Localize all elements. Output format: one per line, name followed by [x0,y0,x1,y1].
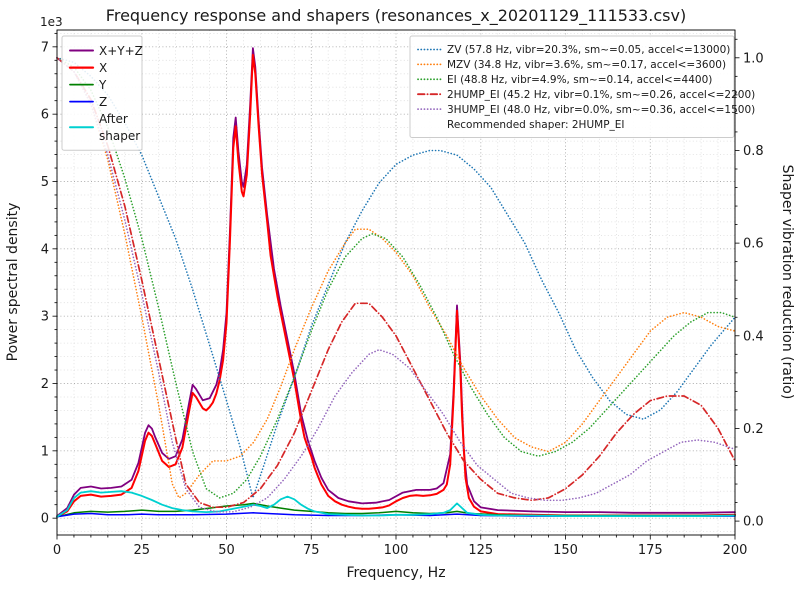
legend-recommended-label: Recommended shaper: 2HUMP_EI [447,119,625,131]
series-2hump-ei [56,56,736,509]
legend-label: X+Y+Z [99,44,143,58]
x-axis-label: Frequency, Hz [346,565,445,581]
y-left-tick-label: 7 [41,40,49,55]
legend-label: shaper [99,129,140,143]
y-left-tick-label: 5 [41,175,49,190]
x-tick-label: 25 [133,543,150,558]
plot-area: 0 25 50 75 100 125 150 175 200 0 1 2 3 4 5 6 7 0.0 0.2 0.4 0… [41,29,764,558]
series-mzv [56,57,736,499]
x-tick-label: 125 [468,543,493,558]
legend-label: ZV (57.8 Hz, vibr=20.3%, sm~=0.05, accel… [447,44,730,56]
series-zv [56,57,736,499]
legend-label: Y [98,78,107,92]
y-left-tick-label: 2 [41,377,49,392]
legend-label: 2HUMP_EI (45.2 Hz, vibr=0.1%, sm~=0.26, … [447,89,755,101]
y-axis-offset-label: 1e3 [40,15,63,29]
y-left-tick-label: 4 [41,242,49,257]
chart-title: Frequency response and shapers (resonanc… [106,6,686,26]
series-after-shaper [56,490,736,518]
legend-label: 3HUMP_EI (48.0 Hz, vibr=0.0%, sm~=0.36, … [447,104,755,116]
x-tick-label: 50 [218,543,235,558]
x-tick-label: 0 [53,543,61,558]
y-left-tick-label: 0 [41,512,49,527]
y-left-tick-label: 6 [41,108,49,123]
y-right-tick-label: 0.4 [743,329,764,344]
x-tick-label: 75 [303,543,320,558]
axes: 0 25 50 75 100 125 150 175 200 0 1 2 3 4 5 6 7 0.0 0.2 0.4 0… [41,29,764,558]
legend-shapers: ZV (57.8 Hz, vibr=20.3%, sm~=0.05, accel… [409,35,755,138]
legend-label: Z [99,95,107,109]
legend-label: EI (48.8 Hz, vibr=4.9%, sm~=0.14, accel<… [447,74,712,86]
y-right-tick-label: 0.8 [743,144,764,159]
y-right-tick-label: 1.0 [743,51,764,66]
x-tick-label: 200 [723,543,748,558]
legend-label: After [99,112,128,126]
legend-label: MZV (34.8 Hz, vibr=3.6%, sm~=0.17, accel… [447,59,726,71]
y-axis-right-label: Shaper vibration reduction (ratio) [779,165,795,400]
y-axis-left-label: Power spectral density [5,203,21,362]
series-x [56,53,736,518]
x-tick-label: 150 [553,543,578,558]
y-right-tick-label: 0.0 [743,515,764,530]
legend-label: X [99,61,107,75]
y-left-tick-label: 3 [41,310,49,325]
series-curves [56,47,736,518]
x-tick-label: 100 [384,543,409,558]
series-ei [56,57,736,499]
y-right-tick-label: 0.2 [743,422,764,437]
legend-psd: X+Y+Z XYZ After shaper [61,35,143,151]
legend-shapers-box [409,35,735,138]
y-right-tick-label: 0.6 [743,237,764,252]
x-tick-label: 175 [638,543,663,558]
legend-psd-box [61,35,143,151]
y-left-tick-label: 1 [41,444,49,459]
